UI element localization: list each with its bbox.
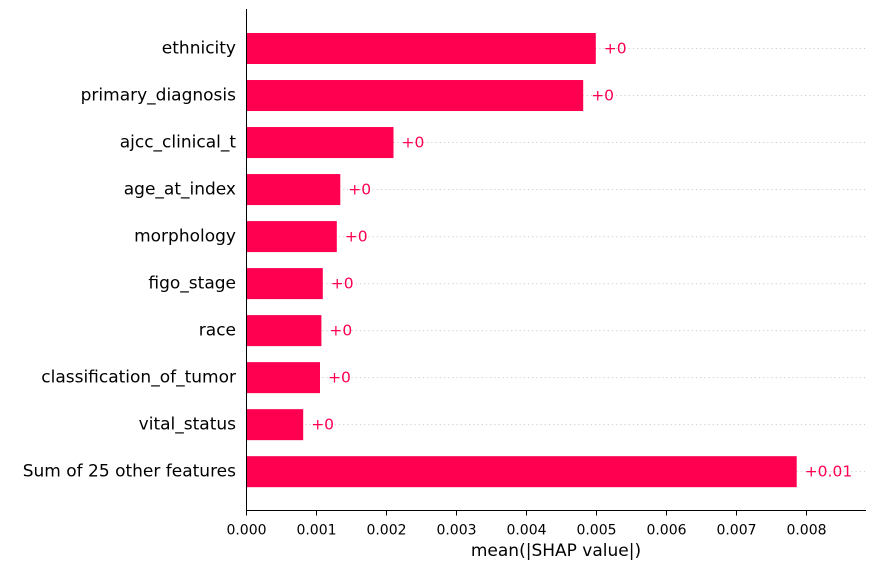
feature-label: race: [199, 321, 236, 341]
bar: [246, 409, 304, 441]
feature-label: morphology: [134, 227, 236, 247]
feature-labels: ethnicity primary_diagnosis ajcc_clinical_…: [23, 39, 237, 482]
x-tick-label: 0.004: [506, 523, 546, 539]
x-tick-label: 0.006: [646, 523, 686, 539]
value-label: +0: [348, 181, 371, 199]
x-tick-label: 0.005: [576, 523, 616, 539]
feature-label: ethnicity: [162, 39, 236, 59]
feature-label: Sum of 25 other features: [23, 462, 236, 482]
bar: [246, 221, 337, 253]
value-label: +0.01: [805, 463, 853, 481]
feature-label: age_at_index: [124, 180, 236, 200]
feature-label: figo_stage: [148, 274, 236, 294]
feature-label: primary_diagnosis: [81, 86, 237, 106]
x-tick-label: 0.002: [366, 523, 406, 539]
value-label: +0: [604, 40, 627, 58]
bar: [246, 80, 584, 112]
bar: [246, 33, 596, 64]
bar: [246, 127, 394, 159]
value-labels: +0 +0 +0 +0 +0 +0 +0 +0 +0 +0.01: [311, 40, 852, 481]
grid-lines: [246, 48, 866, 473]
bar: [246, 174, 341, 206]
value-label: +0: [591, 87, 614, 105]
value-label: +0: [402, 134, 425, 152]
bar: [246, 315, 322, 347]
x-tick-label: 0.003: [436, 523, 476, 539]
bars: [246, 33, 797, 488]
x-axis-label: mean(|SHAP value|): [471, 541, 641, 561]
x-tick-label: 0.000: [226, 523, 266, 539]
feature-label: ajcc_clinical_t: [120, 133, 237, 153]
bar: [246, 362, 320, 394]
value-label: +0: [329, 322, 352, 340]
x-tick-label: 0.001: [296, 523, 336, 539]
bar: [246, 456, 797, 488]
x-axis-ticks: 0.000 0.001 0.002 0.003 0.004 0.005 0.006 0.007…: [226, 510, 827, 539]
bar: [246, 268, 323, 300]
value-label: +0: [311, 416, 334, 434]
feature-label: vital_status: [139, 415, 236, 435]
value-label: +0: [328, 369, 351, 387]
x-tick-label: 0.007: [716, 523, 756, 539]
value-label: +0: [345, 228, 368, 246]
x-tick-label: 0.008: [786, 523, 826, 539]
feature-label: classification_of_tumor: [41, 368, 236, 388]
value-label: +0: [331, 275, 354, 293]
